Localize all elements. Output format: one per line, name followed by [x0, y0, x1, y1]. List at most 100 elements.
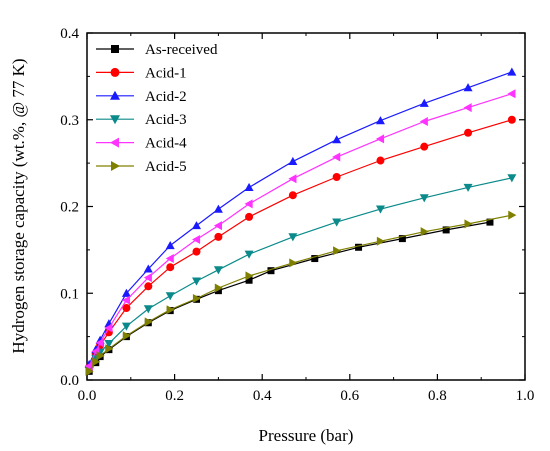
y-tick-label: 0.1: [60, 286, 79, 302]
data-point: [165, 241, 175, 250]
data-point: [143, 305, 153, 314]
data-point: [464, 219, 473, 229]
series-acid-5: [85, 210, 517, 376]
data-point: [244, 250, 254, 259]
data-point: [376, 156, 385, 165]
data-point: [192, 277, 201, 286]
data-point: [192, 234, 201, 244]
data-point: [121, 322, 131, 331]
data-series: [84, 67, 517, 376]
legend-item: Acid-4: [96, 136, 187, 152]
data-point: [85, 366, 94, 376]
data-point: [332, 173, 341, 182]
legend-item: Acid-5: [96, 159, 187, 175]
data-point: [143, 273, 152, 283]
data-point: [289, 258, 298, 268]
data-point: [213, 221, 222, 231]
data-point: [442, 226, 450, 234]
plot-frame: [86, 32, 526, 381]
data-point: [507, 115, 516, 124]
data-point: [92, 357, 101, 367]
legend-label: Acid-3: [145, 112, 187, 128]
data-point: [165, 292, 175, 301]
data-point: [245, 276, 253, 284]
data-point: [245, 212, 254, 221]
data-point: [95, 338, 104, 348]
data-point: [104, 323, 113, 333]
data-point: [122, 303, 131, 312]
data-point: [267, 267, 275, 275]
legend-marker: [110, 90, 120, 100]
data-point: [121, 288, 131, 297]
legend-marker: [111, 45, 119, 53]
data-point: [192, 221, 201, 230]
legend-label: Acid-4: [145, 136, 187, 152]
y-tick-label: 0.2: [60, 200, 79, 216]
legend-label: Acid-1: [145, 65, 187, 81]
data-point: [288, 233, 298, 242]
data-point: [244, 199, 253, 209]
data-point: [419, 116, 428, 126]
data-point: [96, 351, 105, 361]
legend-item: Acid-2: [96, 89, 187, 105]
data-point: [214, 283, 223, 293]
series-line: [88, 177, 513, 370]
legend: As-received Acid-1 Acid-2 Acid-3 Acid-4 Acid-…: [96, 42, 218, 175]
x-tick-label: 0.0: [78, 388, 97, 404]
x-tick-label: 1.0: [516, 388, 535, 404]
data-point: [144, 282, 153, 291]
series-line: [88, 93, 513, 367]
data-point: [375, 134, 385, 144]
data-point: [333, 246, 342, 256]
series-acid-4: [84, 89, 516, 371]
legend-item: Acid-1: [96, 65, 187, 81]
data-point: [507, 174, 517, 183]
data-point: [507, 89, 516, 99]
data-point: [420, 142, 429, 151]
data-point: [121, 295, 131, 305]
data-point: [288, 191, 297, 200]
data-point: [463, 83, 473, 92]
series-line: [88, 71, 513, 365]
axis-ticks: 0.0 0.2 0.4 0.6 0.8 1.0 0.0 0.1 0.2 0.3 0.4: [60, 26, 534, 404]
legend-label: As-received: [145, 42, 218, 58]
y-tick-label: 0.3: [60, 113, 79, 129]
series-line: [88, 119, 513, 368]
data-point: [508, 210, 517, 220]
data-point: [165, 254, 174, 264]
data-point: [398, 235, 406, 243]
series-line: [88, 221, 491, 372]
data-point: [375, 205, 385, 214]
legend-marker: [110, 67, 120, 77]
legend-label: Acid-5: [145, 159, 187, 175]
legend-item: Acid-3: [96, 112, 187, 128]
data-point: [419, 98, 429, 107]
data-point: [213, 204, 223, 213]
data-point: [486, 218, 494, 226]
data-point: [244, 182, 254, 192]
x-tick-label: 0.6: [340, 388, 359, 404]
series-acid-3: [84, 174, 517, 375]
series-line: [88, 214, 513, 372]
data-point: [288, 174, 297, 184]
data-point: [463, 103, 472, 113]
y-tick-label: 0.0: [60, 373, 79, 389]
data-point: [464, 128, 473, 137]
data-point: [355, 243, 363, 251]
series-as-received: [85, 218, 494, 375]
legend-marker: [110, 115, 120, 125]
data-point: [419, 194, 429, 203]
data-point: [166, 263, 175, 272]
data-point: [288, 156, 298, 165]
plot-area-border: [86, 32, 526, 381]
data-point: [245, 271, 254, 281]
x-tick-label: 0.8: [428, 388, 447, 404]
data-point: [144, 317, 153, 327]
data-point: [311, 255, 319, 263]
data-point: [213, 266, 223, 275]
data-point: [104, 339, 114, 349]
legend-marker: [111, 161, 120, 171]
data-point: [143, 264, 153, 273]
data-point: [507, 67, 517, 76]
